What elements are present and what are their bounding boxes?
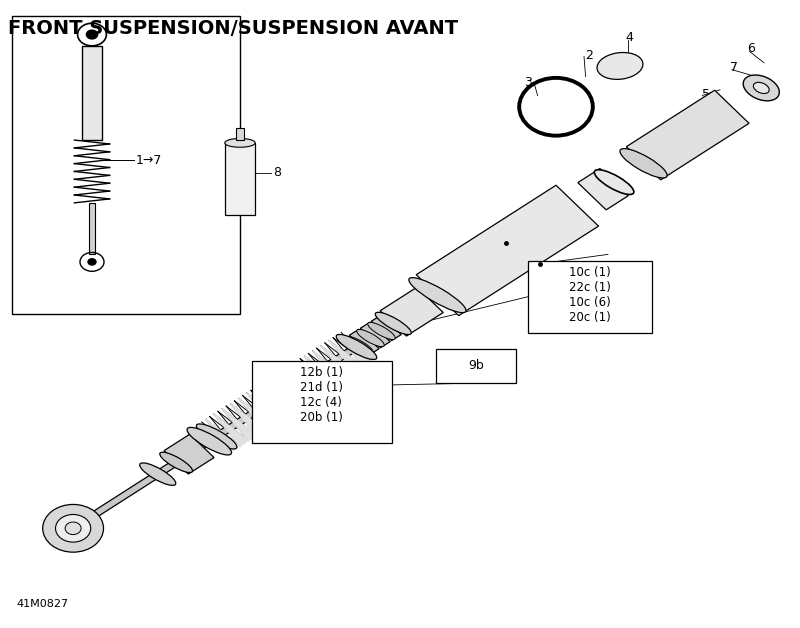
Circle shape	[88, 259, 96, 265]
Ellipse shape	[357, 330, 384, 347]
Text: 7: 7	[730, 62, 738, 74]
Ellipse shape	[160, 452, 193, 472]
Circle shape	[55, 514, 90, 542]
Polygon shape	[329, 340, 363, 372]
Polygon shape	[263, 382, 298, 414]
Polygon shape	[222, 409, 257, 440]
Bar	[12, 16, 240, 314]
Text: 4: 4	[626, 31, 634, 44]
Polygon shape	[360, 322, 390, 348]
Ellipse shape	[368, 322, 395, 340]
Bar	[225, 143, 255, 215]
Bar	[82, 46, 102, 140]
Polygon shape	[380, 287, 443, 336]
Circle shape	[86, 30, 98, 39]
Ellipse shape	[187, 428, 231, 455]
Polygon shape	[313, 351, 347, 382]
Polygon shape	[246, 393, 281, 425]
Circle shape	[42, 504, 103, 552]
Polygon shape	[296, 361, 330, 393]
Polygon shape	[255, 387, 290, 420]
Ellipse shape	[375, 312, 411, 335]
Ellipse shape	[743, 75, 779, 101]
Polygon shape	[416, 185, 598, 316]
Text: 6: 6	[747, 43, 755, 55]
Ellipse shape	[196, 424, 237, 449]
Ellipse shape	[594, 170, 634, 195]
Text: 12b (1)
21d (1)
12c (4)
20b (1): 12b (1) 21d (1) 12c (4) 20b (1)	[301, 366, 343, 424]
Bar	[436, 349, 516, 383]
Circle shape	[65, 522, 81, 534]
Ellipse shape	[754, 82, 769, 94]
Text: 41M0827: 41M0827	[16, 599, 68, 609]
Polygon shape	[371, 315, 401, 341]
Polygon shape	[304, 356, 338, 388]
Text: 10c (1)
22c (1)
10c (6)
20c (1): 10c (1) 22c (1) 10c (6) 20c (1)	[569, 266, 611, 323]
Polygon shape	[164, 434, 214, 474]
Polygon shape	[280, 372, 314, 404]
Polygon shape	[350, 329, 379, 355]
Text: 9b: 9b	[468, 359, 484, 372]
Polygon shape	[271, 377, 306, 409]
Ellipse shape	[597, 53, 643, 79]
Ellipse shape	[336, 335, 377, 359]
Polygon shape	[59, 311, 410, 538]
Polygon shape	[230, 403, 265, 435]
Ellipse shape	[140, 463, 176, 485]
Polygon shape	[288, 367, 322, 398]
Polygon shape	[238, 398, 273, 430]
Ellipse shape	[225, 138, 255, 148]
Polygon shape	[214, 414, 248, 446]
Text: FRONT SUSPENSION/SUSPENSION AVANT: FRONT SUSPENSION/SUSPENSION AVANT	[8, 19, 458, 38]
Bar	[235, 128, 245, 140]
Text: 3: 3	[524, 77, 532, 89]
Text: 8: 8	[273, 166, 281, 179]
Polygon shape	[338, 335, 372, 367]
Polygon shape	[626, 90, 749, 180]
Bar	[89, 203, 95, 254]
Bar	[528, 261, 652, 333]
Polygon shape	[206, 420, 240, 451]
Polygon shape	[321, 345, 355, 377]
Text: 1→7: 1→7	[136, 154, 162, 166]
Ellipse shape	[346, 337, 374, 354]
Ellipse shape	[620, 149, 667, 178]
Text: 2: 2	[586, 49, 594, 62]
Bar	[252, 361, 392, 443]
Text: 5: 5	[702, 88, 710, 100]
Ellipse shape	[409, 278, 466, 313]
Polygon shape	[578, 168, 628, 210]
